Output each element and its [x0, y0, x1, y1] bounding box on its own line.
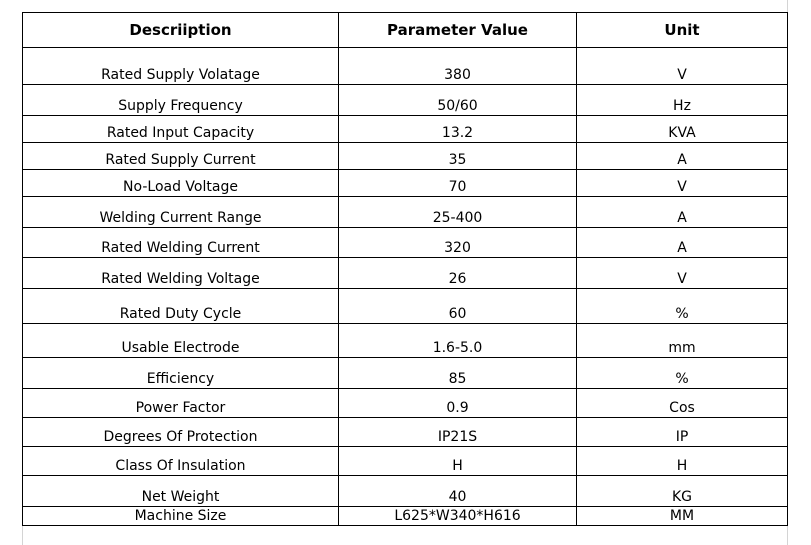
description-cell: Rated Welding Voltage: [22, 257, 339, 289]
table-row: Rated Duty Cycle 60 %: [22, 288, 788, 324]
description-cell: Welding Current Range: [22, 196, 339, 228]
value-cell: IP21S: [338, 417, 577, 447]
unit-cell: H: [576, 446, 788, 476]
value-cell: 0.9: [338, 388, 577, 418]
description-cell: Rated Duty Cycle: [22, 288, 339, 324]
unit-cell: A: [576, 227, 788, 258]
unit-cell: KG: [576, 475, 788, 507]
value-cell: 35: [338, 142, 577, 170]
unit-cell: Cos: [576, 388, 788, 418]
value-cell: 26: [338, 257, 577, 289]
table-row: No-Load Voltage 70 V: [22, 169, 788, 197]
description-cell: Usable Electrode: [22, 323, 339, 358]
table-row: Supply Frequency 50/60 Hz: [22, 84, 788, 116]
unit-cell: A: [576, 142, 788, 170]
description-cell: Rated Supply Volatage: [22, 47, 339, 85]
table-row: Rated Supply Current 35 A: [22, 142, 788, 170]
value-cell: 320: [338, 227, 577, 258]
value-cell: 25-400: [338, 196, 577, 228]
value-cell: 13.2: [338, 115, 577, 143]
table-row: Machine Size L625*W340*H616 MM: [22, 506, 788, 526]
table-row: Power Factor 0.9 Cos: [22, 388, 788, 418]
table-row: Rated Supply Volatage 380 V: [22, 47, 788, 85]
table-row: Usable Electrode 1.6-5.0 mm: [22, 323, 788, 358]
value-cell: H: [338, 446, 577, 476]
unit-cell: %: [576, 357, 788, 389]
table-row: Rated Welding Current 320 A: [22, 227, 788, 258]
parameter-table: Descriiption Parameter Value Unit Rated …: [22, 12, 788, 526]
frame-border-right: [787, 0, 788, 545]
unit-cell: V: [576, 257, 788, 289]
header-unit: Unit: [576, 12, 788, 48]
table-row: Degrees Of Protection IP21S IP: [22, 417, 788, 447]
header-description: Descriiption: [22, 12, 339, 48]
description-cell: Net Weight: [22, 475, 339, 507]
value-cell: 1.6-5.0: [338, 323, 577, 358]
unit-cell: %: [576, 288, 788, 324]
header-row: Descriiption Parameter Value Unit: [22, 12, 788, 48]
description-cell: Power Factor: [22, 388, 339, 418]
unit-cell: IP: [576, 417, 788, 447]
header-parameter-value: Parameter Value: [338, 12, 577, 48]
description-cell: Efficiency: [22, 357, 339, 389]
unit-cell: KVA: [576, 115, 788, 143]
description-cell: Supply Frequency: [22, 84, 339, 116]
table-row: Net Weight 40 KG: [22, 475, 788, 507]
description-cell: Rated Input Capacity: [22, 115, 339, 143]
table-row: Rated Input Capacity 13.2 KVA: [22, 115, 788, 143]
description-cell: Rated Welding Current: [22, 227, 339, 258]
value-cell: 85: [338, 357, 577, 389]
description-cell: Class Of Insulation: [22, 446, 339, 476]
value-cell: L625*W340*H616: [338, 506, 577, 526]
description-cell: Rated Supply Current: [22, 142, 339, 170]
table-row: Efficiency 85 %: [22, 357, 788, 389]
description-cell: Machine Size: [22, 506, 339, 526]
value-cell: 70: [338, 169, 577, 197]
unit-cell: A: [576, 196, 788, 228]
value-cell: 40: [338, 475, 577, 507]
frame-border-left: [22, 522, 23, 545]
unit-cell: mm: [576, 323, 788, 358]
value-cell: 380: [338, 47, 577, 85]
unit-cell: V: [576, 169, 788, 197]
unit-cell: V: [576, 47, 788, 85]
table-row: Welding Current Range 25-400 A: [22, 196, 788, 228]
value-cell: 50/60: [338, 84, 577, 116]
unit-cell: MM: [576, 506, 788, 526]
description-cell: No-Load Voltage: [22, 169, 339, 197]
unit-cell: Hz: [576, 84, 788, 116]
table-row: Class Of Insulation H H: [22, 446, 788, 476]
table-row: Rated Welding Voltage 26 V: [22, 257, 788, 289]
value-cell: 60: [338, 288, 577, 324]
description-cell: Degrees Of Protection: [22, 417, 339, 447]
